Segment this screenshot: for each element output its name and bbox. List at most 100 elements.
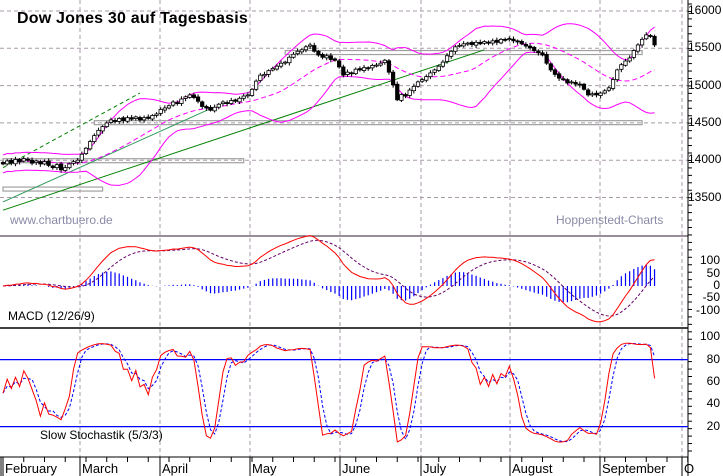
candle [21,156,26,163]
candle [96,127,101,138]
candle-body-up [415,81,421,87]
candle-body-down [503,38,508,41]
candle [241,93,246,101]
candle [631,49,636,60]
candle-body-up [440,61,446,67]
candle-body-up [619,64,624,70]
candle-body-down [366,67,371,70]
candle-body-up [615,69,620,81]
candle-body-up [449,50,454,57]
candle [407,87,412,98]
candle [640,37,645,48]
candle [515,39,520,45]
month-label: June [342,461,371,476]
watermark-chartbuero: www.chartbuero.de [10,213,113,227]
candle-body-down [46,160,51,166]
candle [63,164,68,172]
candle [179,96,184,106]
month-label: O [684,461,695,476]
candle [598,91,603,99]
candle-body-up [158,109,163,114]
candle-body-up [212,106,217,112]
trendline-thin [2,108,211,203]
candle-body-up [63,167,68,171]
candle [540,50,545,57]
candle-body-up [216,103,221,108]
candle-body-up [631,50,636,58]
month-label: April [162,461,189,476]
candle-body-down [320,54,325,58]
candle-body-up [133,116,138,119]
candle [507,36,512,42]
candle [46,158,51,168]
candle [295,48,300,56]
candle [590,91,595,98]
candle-body-up [162,107,167,111]
candle-body-up [307,44,313,47]
candle-body-down [316,50,321,56]
candle [9,158,14,166]
month-label: August [512,461,553,476]
candle [320,52,325,60]
candle [324,53,329,61]
candle-body-up [490,40,495,44]
candle-body-up [34,160,39,163]
macd-axis-label: 50 [706,265,720,280]
candle-body-up [270,68,275,71]
month-label: March [82,461,119,476]
candle [498,38,504,45]
candle [544,51,549,65]
candle-body-down [29,159,35,164]
candle-body-up [171,101,176,106]
candle-body-down [536,50,541,54]
candle-body-up [287,56,292,64]
candle-body-down [9,159,14,164]
candle [312,42,317,53]
candle-body-up [411,85,416,92]
candle [395,81,400,102]
candle-body-up [237,97,242,103]
candle-body-down [224,102,230,105]
candle [67,162,72,170]
candle [424,74,429,83]
candle [440,59,446,68]
candle [13,156,18,167]
candle [361,65,367,73]
candle [75,157,80,165]
candle-body-down [208,106,213,111]
candle [569,80,574,85]
candle [403,92,408,99]
candle [71,159,76,166]
candle-body-down [544,54,549,64]
month-label: May [252,461,277,476]
candle [92,133,97,144]
candle-body-up [88,141,93,150]
candle-body-up [83,147,89,155]
macd-axis-label: 100 [699,253,720,268]
candle [249,87,255,97]
candle-body-up [623,60,628,66]
candle [17,158,22,165]
candle-body-down [511,38,516,42]
candle [100,125,105,134]
bollinger-middle-band [2,42,655,165]
candle [154,112,159,118]
macd-label: MACD (12/26/9) [8,309,95,323]
candle [453,45,458,55]
candle [245,92,250,99]
candle-body-down [191,94,196,98]
candle-body-up [278,62,284,67]
candle [382,58,387,65]
support-resistance-zone [284,49,643,56]
candle [79,151,84,164]
candle-body-up [498,38,504,44]
month-label: July [423,461,447,476]
candle-body-down [17,159,22,163]
candle-body-up [569,81,574,84]
candle [449,49,454,59]
candle [473,40,479,49]
candle-body-up [13,159,18,165]
candle [166,104,172,110]
candle [399,93,404,103]
candle-body-down [59,163,64,171]
